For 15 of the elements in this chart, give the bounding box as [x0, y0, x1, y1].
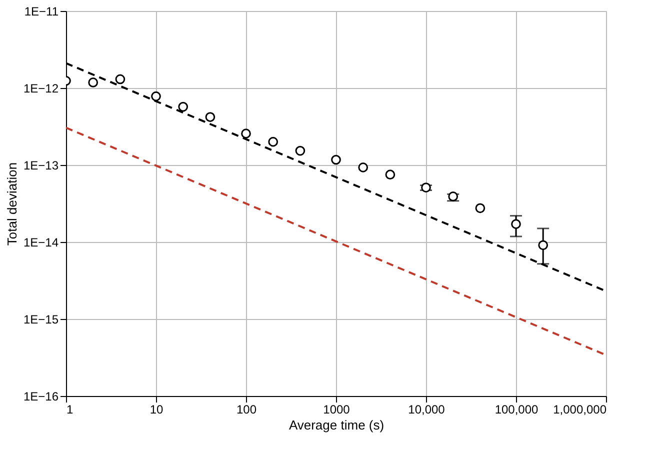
y-axis-title: Total deviation	[4, 162, 20, 246]
y-tick-label: 1E−16	[23, 390, 59, 404]
y-tick-label: 1E−15	[23, 312, 59, 326]
x-tick-label: 10,000	[408, 402, 446, 416]
y-tick-label: 1E−14	[23, 236, 59, 250]
y-tick-label: 1E−12	[23, 82, 59, 96]
y-tick-label: 1E−11	[24, 4, 59, 18]
x-tick-label: 100	[236, 402, 257, 416]
x-tick-label: 1	[66, 402, 74, 416]
x-tick-label: 1000	[323, 402, 350, 416]
x-axis-title: Average time (s)	[288, 418, 384, 432]
x-tick-label: 10	[150, 402, 164, 416]
x-tick-label: 1,000,000	[553, 402, 607, 416]
y-tick-label: 1E−13	[23, 158, 59, 172]
x-tick-label: 100,000	[494, 402, 539, 416]
